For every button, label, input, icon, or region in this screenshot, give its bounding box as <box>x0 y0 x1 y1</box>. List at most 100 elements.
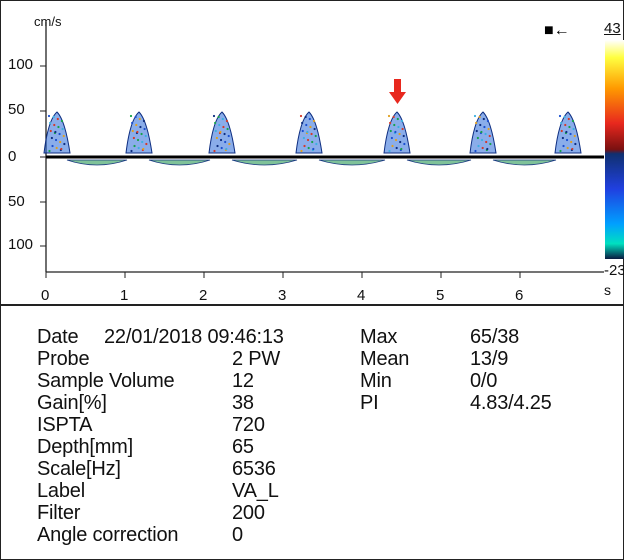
spectral-speckle <box>574 142 577 146</box>
x-tick-label: 4 <box>357 287 366 304</box>
spectral-speckle <box>301 129 304 133</box>
spectral-speckle <box>473 114 477 118</box>
param-label: PI <box>360 392 379 414</box>
spectral-speckle <box>310 132 313 136</box>
param-label: Min <box>360 370 392 392</box>
spectral-speckle <box>486 147 489 151</box>
param-label: Label <box>37 480 85 502</box>
spectral-speckle <box>391 144 394 148</box>
systolic-peak <box>383 111 411 154</box>
y-ticks <box>40 65 46 247</box>
spectral-speckle <box>389 129 392 133</box>
spectral-speckle <box>304 115 307 119</box>
color-scale-bar <box>605 40 624 259</box>
spectral-speckle <box>401 127 404 131</box>
spectral-speckle <box>302 136 305 140</box>
spectral-speckle <box>144 134 147 138</box>
spectral-speckle <box>565 130 568 134</box>
spectral-speckle <box>558 114 562 118</box>
spectral-speckle <box>129 114 133 118</box>
spectral-speckle <box>137 146 140 150</box>
velocity-unit-label: cm/s <box>34 14 62 29</box>
spectral-speckle <box>480 138 484 142</box>
y-tick-label: 100 <box>8 236 34 253</box>
spectral-speckle <box>403 142 406 146</box>
spectral-speckle <box>564 123 567 127</box>
spectral-speckle <box>573 134 576 138</box>
param-value: 0/0 <box>470 370 498 392</box>
spectral-speckle <box>224 140 227 144</box>
param-label: Date <box>37 326 79 348</box>
systolic-peak <box>295 111 323 154</box>
spectral-speckle <box>62 134 65 138</box>
spectral-speckle <box>485 140 488 144</box>
spectral-speckle <box>59 140 62 144</box>
spectral-speckle <box>387 114 391 118</box>
param-label: Mean <box>360 348 410 370</box>
spectral-speckle <box>60 119 64 123</box>
spectral-speckle <box>398 132 401 136</box>
x-tick-label: 1 <box>120 287 129 304</box>
systolic-peak <box>43 111 71 154</box>
spectral-speckle <box>142 119 146 123</box>
spectral-speckle <box>50 136 53 140</box>
spectral-speckle <box>567 117 570 121</box>
peak-arrow-icon <box>389 79 406 104</box>
time-unit-label: s <box>604 282 611 298</box>
systolic-peak <box>125 111 153 154</box>
param-label: Filter <box>37 502 81 524</box>
spectral-speckle <box>219 130 222 134</box>
spectral-speckle <box>299 114 303 118</box>
systolic-peak <box>208 111 236 154</box>
spectral-speckle <box>216 144 219 148</box>
spectral-speckle <box>400 119 404 123</box>
spectral-speckle <box>52 115 55 119</box>
param-value: 200 <box>232 502 265 524</box>
spectral-speckle <box>47 114 51 118</box>
spectral-speckle <box>309 125 312 129</box>
param-label: Depth[mm] <box>37 436 134 458</box>
spectral-speckle <box>312 119 316 123</box>
x-tick-label: 3 <box>278 287 287 304</box>
spectral-speckle <box>57 125 60 129</box>
param-label: ISPTA <box>37 414 93 436</box>
spectral-speckle <box>138 117 141 121</box>
param-value: 12 <box>232 370 254 392</box>
spectral-speckle <box>48 149 51 153</box>
spectral-speckle <box>396 117 399 121</box>
param-label: Sample Volume <box>37 370 175 392</box>
spectral-speckle <box>133 144 136 148</box>
spectral-speckle <box>141 140 144 144</box>
spectral-speckle <box>480 130 483 134</box>
systolic-peak <box>554 111 582 154</box>
spectral-speckle <box>568 125 571 129</box>
spectral-speckle <box>131 121 134 125</box>
spectral-speckle <box>140 132 143 136</box>
spectral-speckle <box>312 147 315 151</box>
spectral-speckle <box>397 125 400 129</box>
spectral-speckle <box>395 146 398 150</box>
diastolic-flow-band <box>492 159 557 166</box>
spectral-speckle <box>143 127 146 131</box>
spectral-speckle <box>481 146 484 150</box>
doppler-spectrum: ■← <box>40 22 624 278</box>
spectral-speckle <box>388 149 391 153</box>
spectral-speckle <box>225 119 229 123</box>
spectral-speckle <box>306 138 310 142</box>
param-label: Gain[%] <box>37 392 107 414</box>
spectral-speckle <box>487 127 490 131</box>
spectral-speckle <box>303 144 306 148</box>
x-tick-label: 2 <box>199 287 208 304</box>
spectral-speckle <box>136 138 140 142</box>
direction-marker: ■← <box>544 22 570 39</box>
spectral-speckle <box>221 117 224 121</box>
params-left-values: 2 PW 12 38 720 65 6536 VA_L 200 0 <box>232 348 280 546</box>
y-tick-label: 50 <box>8 193 25 210</box>
spectral-speckle <box>488 134 491 138</box>
spectral-speckle <box>220 146 223 150</box>
spectral-speckle <box>145 142 148 146</box>
param-value: 65 <box>232 436 254 458</box>
spectral-speckle <box>561 136 564 140</box>
spectral-speckle <box>136 130 139 134</box>
spectral-speckle <box>474 149 477 153</box>
